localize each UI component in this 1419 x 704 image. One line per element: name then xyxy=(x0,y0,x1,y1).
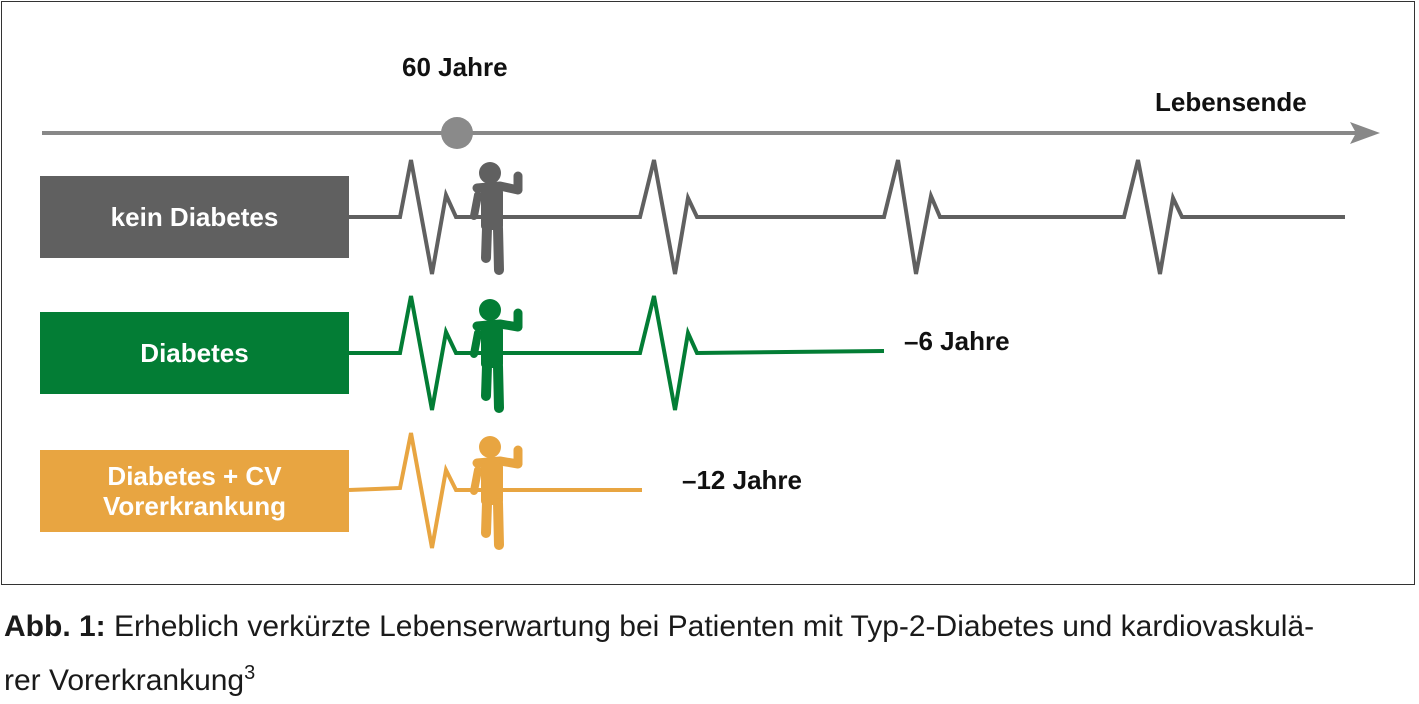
figure-caption: Abb. 1: Erheblich verkürzte Lebenserwart… xyxy=(4,604,1414,704)
row-label-text: Diabetes xyxy=(140,338,249,368)
caption-text: Erheblich verkürzte Lebenserwartung bei … xyxy=(105,610,1315,643)
row-label-text-line2: Vorerkrankung xyxy=(102,491,286,521)
row-label-text: kein Diabetes xyxy=(110,202,279,232)
heartbeat-line-diabetes-cv xyxy=(348,432,642,549)
figure-frame xyxy=(1,1,1415,585)
end-of-life-label: Lebensende xyxy=(1155,87,1307,117)
caption-reference: 3 xyxy=(244,662,256,684)
heartbeat-line-diabetes xyxy=(349,295,885,411)
person-icon-green xyxy=(470,299,523,413)
person-icon-orange xyxy=(470,436,523,550)
row-label-kein-diabetes: kein Diabetes xyxy=(40,176,349,258)
caption-prefix: Abb. 1: xyxy=(4,610,106,643)
row-label-text-line1: Diabetes + CV xyxy=(107,461,282,491)
row-label-diabetes: Diabetes xyxy=(40,312,349,394)
row-label-diabetes-cv: Diabetes + CV Vorerkrankung xyxy=(40,450,349,532)
loss-label-diabetes: –6 Jahre xyxy=(904,326,1010,356)
age-60-marker xyxy=(441,117,473,149)
loss-label-diabetes-cv: –12 Jahre xyxy=(682,465,802,495)
life-expectancy-diagram xyxy=(42,117,1380,550)
age-60-label: 60 Jahre xyxy=(402,52,508,82)
caption-text-line2: rer Vorerkrankung xyxy=(4,664,245,697)
timeline-arrowhead xyxy=(1350,122,1380,144)
person-icon-grey xyxy=(470,162,523,275)
heartbeat-line-kein-diabetes xyxy=(349,159,1345,275)
